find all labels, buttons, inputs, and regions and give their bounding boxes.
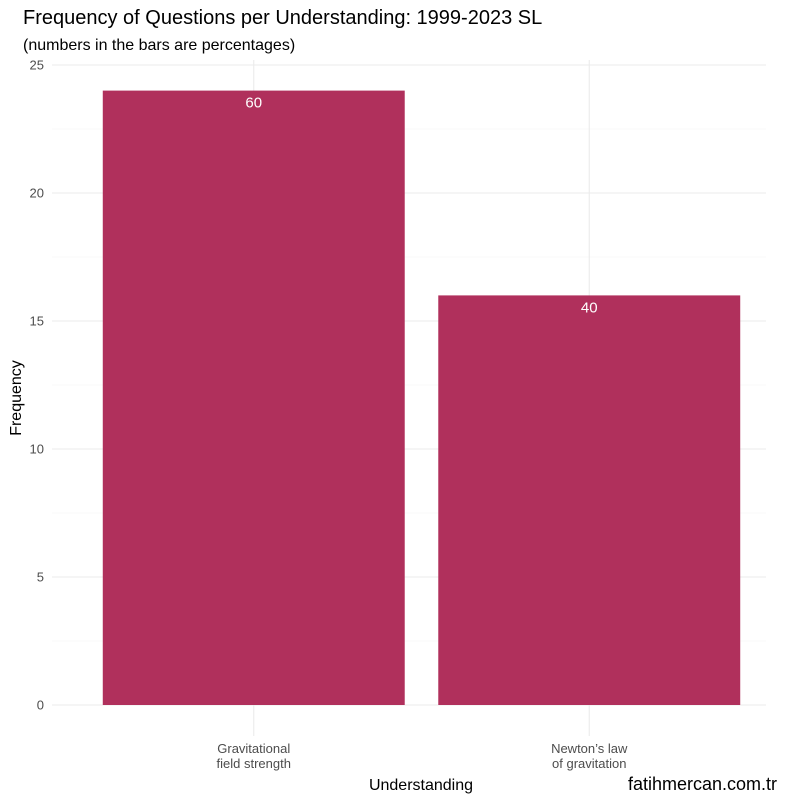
y-tick-label: 5 [37,570,44,585]
bar [102,90,405,706]
bar-value-label: 40 [581,299,598,316]
y-axis-ticks: 0 5 10 15 20 25 [30,58,44,713]
y-tick-label: 10 [30,442,44,457]
x-axis-title: Understanding [369,777,473,794]
y-axis-title: Frequency [8,360,25,436]
y-tick-label: 20 [30,186,44,201]
chart-caption: fatihmercan.com.tr [628,774,777,794]
bar [438,295,741,705]
bar-value-label: 60 [245,95,262,112]
y-tick-label: 25 [30,58,44,73]
x-tick-label: Newton’s law of gravitation [551,741,628,771]
chart-title: Frequency of Questions per Understanding… [23,7,542,29]
y-tick-label: 0 [37,698,44,713]
y-tick-label: 15 [30,314,44,329]
x-tick-label: Gravitational field strength [217,741,291,771]
x-axis-ticks: Gravitational field strength Newton’s law o… [217,741,629,771]
chart-subtitle: (numbers in the bars are percentages) [23,37,295,54]
bars: 60 40 [102,90,741,706]
